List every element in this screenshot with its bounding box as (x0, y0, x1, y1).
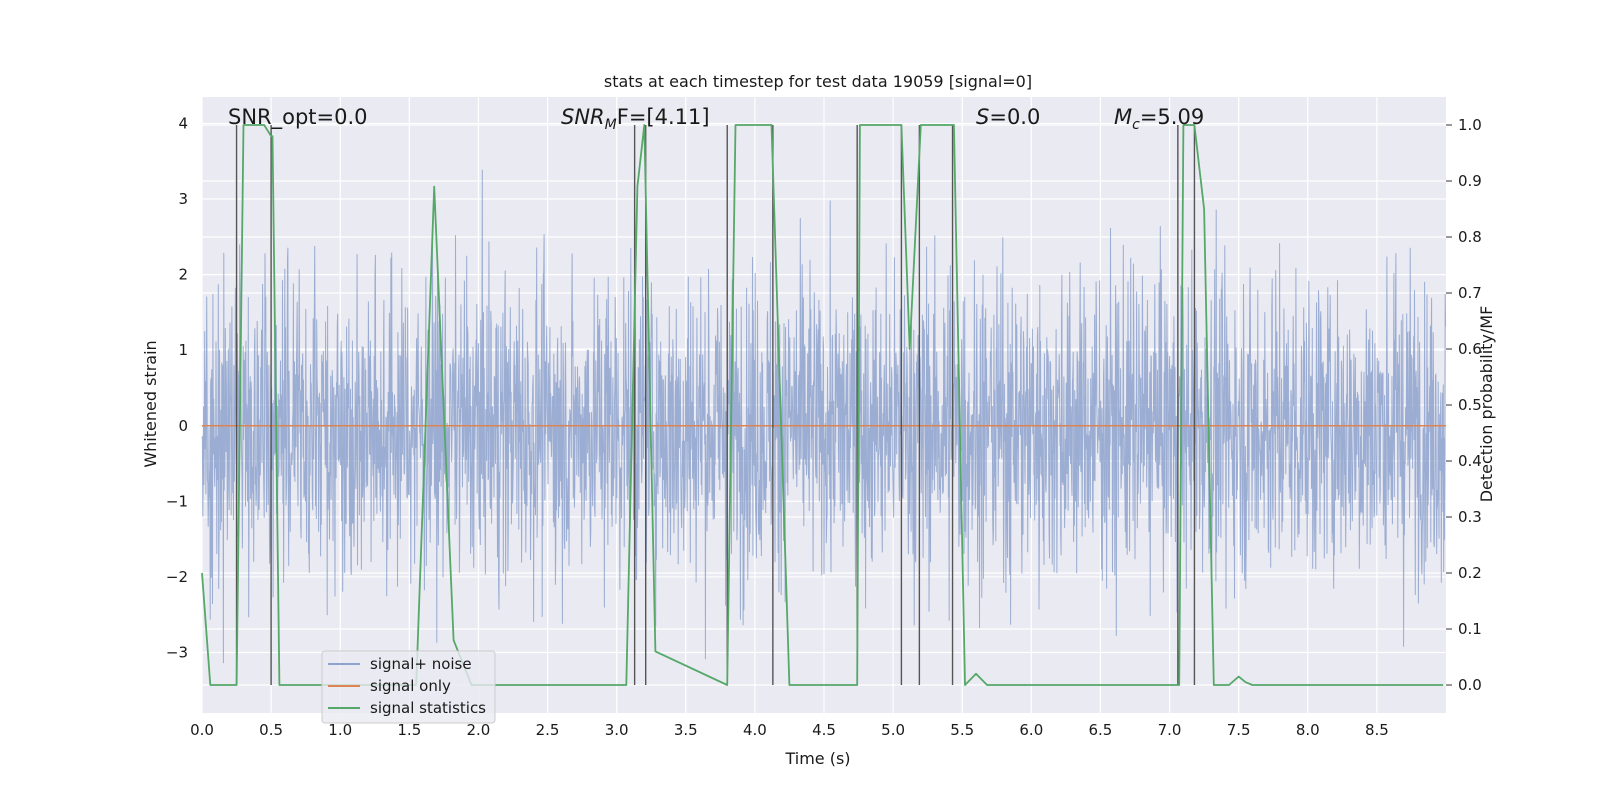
annotation-s: S=0.0 (976, 105, 1040, 129)
annotation-snr-mf-rest: F=[4.11] (617, 105, 710, 129)
x-tick-label: 5.0 (881, 721, 905, 739)
y-right-tick-label: 0.4 (1458, 452, 1482, 470)
annotation-mc: Mc=5.09 (1114, 105, 1204, 133)
annotation-s-main: S (976, 105, 989, 129)
annotation-snr-mf: SNRMF=[4.11] (561, 105, 710, 133)
annotation-mc-rest: =5.09 (1140, 105, 1204, 129)
x-tick-label: 4.0 (743, 721, 767, 739)
y-right-tick-label: 1.0 (1458, 116, 1482, 134)
x-tick-label: 7.0 (1158, 721, 1182, 739)
y-left-tick-label: −1 (166, 492, 188, 510)
annotation-mc-sub: c (1132, 117, 1140, 133)
x-tick-label: 2.0 (467, 721, 491, 739)
chart-title: stats at each timestep for test data 190… (604, 72, 1032, 91)
y-right-tick-label: 0.1 (1458, 620, 1482, 638)
y-left-tick-label: 0 (178, 417, 188, 435)
legend-signal-only-label: signal only (370, 677, 451, 695)
y-left-tick-label: −3 (166, 644, 188, 662)
x-tick-label: 1.0 (328, 721, 352, 739)
x-tick-label: 8.0 (1296, 721, 1320, 739)
annotation-snr-mf-main: SNR (561, 105, 605, 129)
y-right-tick-label: 0.3 (1458, 508, 1482, 526)
y-right-tick-label: 0.0 (1458, 676, 1482, 694)
x-tick-label: 7.5 (1227, 721, 1251, 739)
x-tick-label: 6.5 (1089, 721, 1113, 739)
x-tick-label: 3.5 (674, 721, 698, 739)
x-tick-label: 0.0 (190, 721, 214, 739)
annotation-s-rest: =0.0 (989, 105, 1040, 129)
annotation-mc-main: M (1114, 105, 1132, 129)
y-right-tick-label: 0.5 (1458, 396, 1482, 414)
legend-box (321, 650, 496, 724)
annotation-snr-mf-sub: M (605, 117, 617, 133)
y-right-tick-label: 0.2 (1458, 564, 1482, 582)
annotation-snr-opt: SNR_opt=0.0 (228, 105, 368, 130)
y-right-tick-label: 0.8 (1458, 228, 1482, 246)
legend-noise-label: signal+ noise (370, 655, 472, 673)
noise-series-line (201, 169, 1447, 664)
x-tick-label: 3.0 (605, 721, 629, 739)
plot-area: 0.0 0.5 1.0 1.5 2.0 2.5 3.0 3.5 4.0 4.5 5.0 5.5 6.0 6… (166, 97, 1482, 739)
x-tick-label: 4.5 (812, 721, 836, 739)
y-left-tick-label: 3 (178, 190, 188, 208)
y-left-tick-label: 1 (178, 341, 188, 359)
legend-statistics-label: signal statistics (370, 699, 486, 717)
x-tick-label: 1.5 (397, 721, 421, 739)
y-left-tick-label: 2 (178, 266, 188, 284)
x-tick-label: 0.5 (259, 721, 283, 739)
y-right-tick-label: 0.6 (1458, 340, 1482, 358)
x-tick-label: 2.5 (536, 721, 560, 739)
y-left-tick-label: −2 (166, 568, 188, 586)
y-right-tick-label: 0.7 (1458, 284, 1482, 302)
y-left-tick-label: 4 (178, 114, 188, 132)
statistics-series-line (201, 124, 1444, 686)
x-tick-label: 5.5 (950, 721, 974, 739)
y-axis-left-label: Whitened strain (141, 340, 160, 467)
x-tick-label: 6.0 (1019, 721, 1043, 739)
x-tick-label: 8.5 (1365, 721, 1389, 739)
x-axis-label: Time (s) (784, 749, 850, 768)
legend: signal+ noise signal only signal statist… (321, 650, 496, 724)
y-right-tick-label: 0.9 (1458, 172, 1482, 190)
y-axis-right-label: Detection probability/MF (1477, 306, 1496, 503)
